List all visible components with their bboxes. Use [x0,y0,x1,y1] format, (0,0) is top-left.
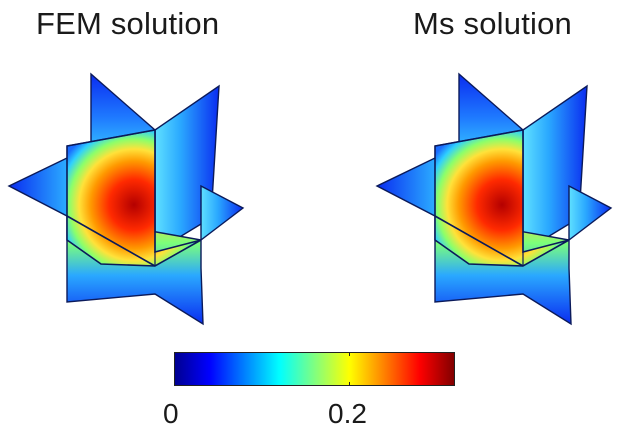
colorbar-tick-label-1: 0.2 [328,398,367,429]
ms-slices [375,72,613,326]
panel-title-ms: Ms solution [413,6,572,41]
panel-title-fem: FEM solution [36,6,220,41]
colorbar [174,352,455,386]
colorbar-tick-label-0: 0 [163,398,179,429]
slice-edge [434,129,524,147]
ms-slice-plot [375,72,613,326]
slice-edge [66,129,156,147]
colorbar-gradient [174,352,455,386]
fem-slice-plot [7,72,245,326]
colorbar-ticks [174,352,350,386]
fem-slices [7,72,245,326]
slice-right [200,184,245,242]
slice-edge [66,215,156,267]
slice-right [568,184,613,242]
slice-edge [434,215,524,267]
